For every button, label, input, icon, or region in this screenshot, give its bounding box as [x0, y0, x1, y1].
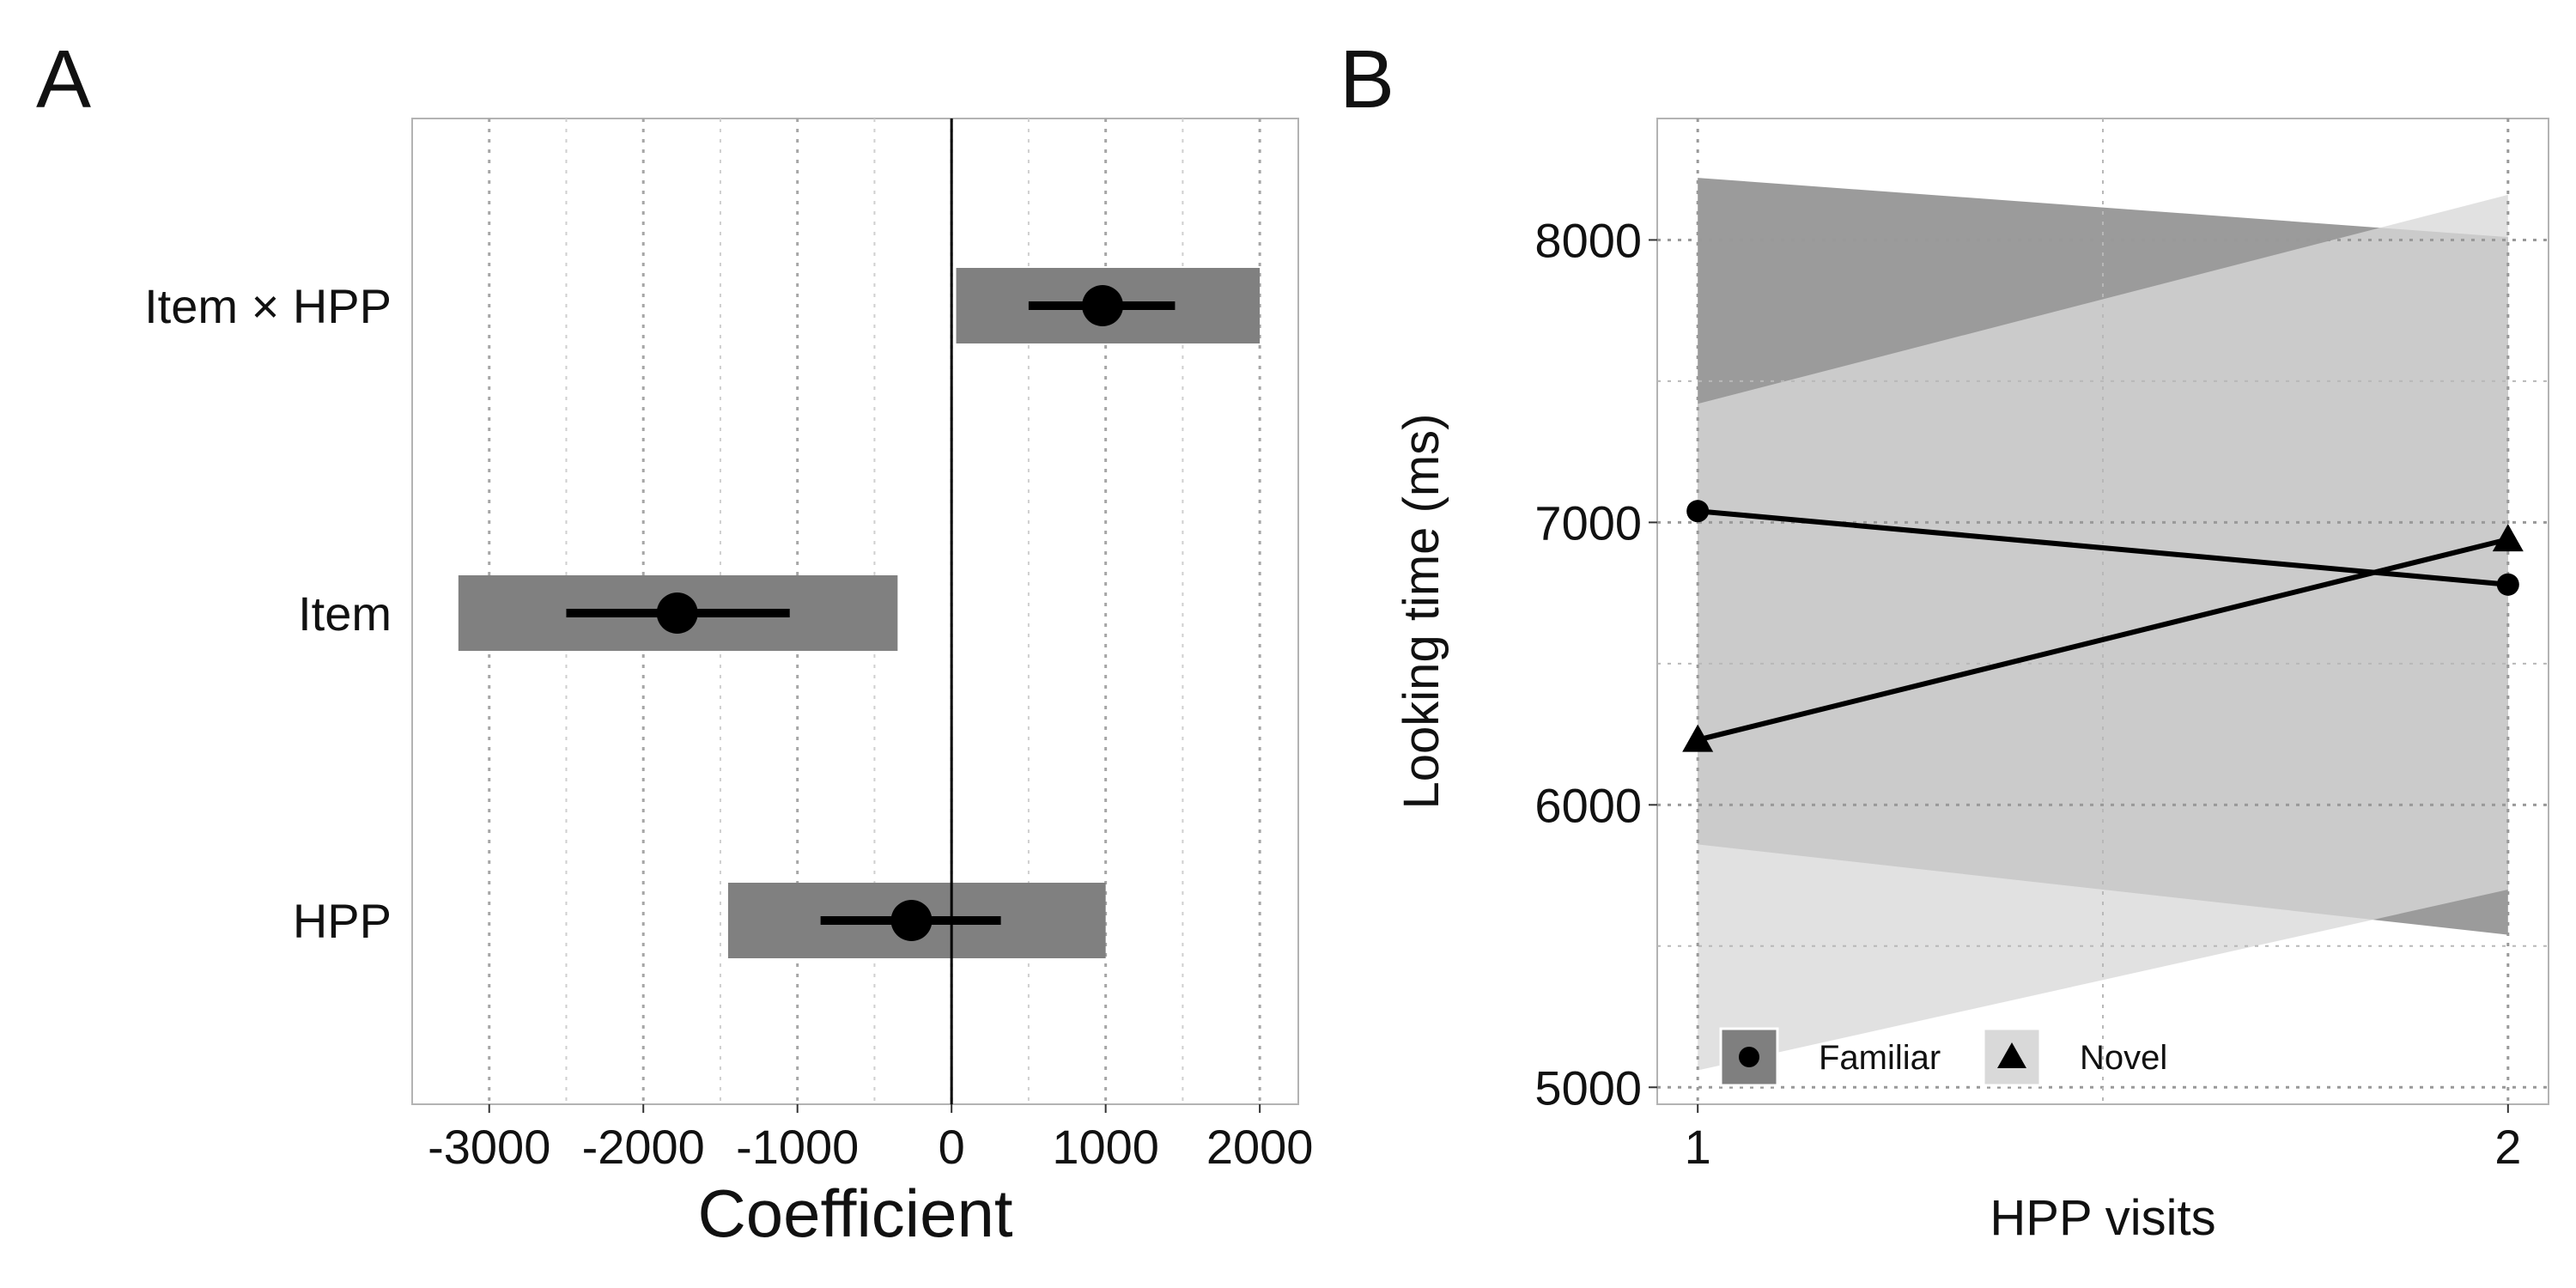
panel-b-legend-label: Novel — [2080, 1039, 2167, 1077]
panel-b-legend-triangle-marker — [1997, 1042, 2026, 1068]
panel-b-letter: B — [1340, 33, 1394, 125]
panel-b-point-novel — [2492, 524, 2524, 552]
panel-a-x-tick-label: -3000 — [428, 1120, 550, 1174]
panel-b-ribbon-novel — [1698, 194, 2508, 1071]
panel-b-y-tick-label: 8000 — [1534, 213, 1642, 267]
panel-b-confidence-ribbons — [1698, 178, 2508, 1071]
panel-a-x-tick-label: 0 — [939, 1120, 965, 1174]
panel-a-x-tick-label: -2000 — [582, 1120, 705, 1174]
panel-a-category-label: HPP — [293, 894, 392, 948]
panel-b-y-tick-label: 5000 — [1534, 1060, 1642, 1115]
panel-a-x-axis-title: Coefficient — [697, 1176, 1012, 1251]
panel-b-y-axis-title: Looking time (ms) — [1394, 414, 1449, 810]
panel-b-legend-label: Familiar — [1819, 1039, 1941, 1077]
panel-a-estimates — [656, 285, 1124, 941]
panel-b-y-tick-label: 6000 — [1534, 778, 1642, 832]
panel-b-y-tick-label: 7000 — [1534, 495, 1642, 550]
panel-b-legend: Familiar Novel — [1719, 1027, 2167, 1087]
panel-a-letter: A — [36, 33, 91, 125]
panel-b-markers — [1682, 500, 2524, 752]
panel-a-x-tick-label: 1000 — [1052, 1120, 1159, 1174]
panel-a: A Item × HPP Item HPP -3000 -2000 -1000 0 1000… — [36, 33, 1313, 1251]
panel-a-estimate-point — [890, 900, 933, 941]
panel-a-x-tick-label: 2000 — [1206, 1120, 1314, 1174]
panel-b-line-novel — [1697, 537, 2509, 743]
panel-a-category-label: Item × HPP — [144, 279, 392, 333]
panel-a-x-tick-labels: -3000 -2000 -1000 0 1000 2000 — [428, 1104, 1313, 1174]
panel-a-category-label: Item — [298, 586, 392, 641]
panel-a-x-tick-label: -1000 — [736, 1120, 859, 1174]
panel-b-point-familiar — [2496, 573, 2519, 596]
panel-b-point-familiar — [1686, 500, 1710, 523]
panel-b-x-tick-label: 1 — [1685, 1120, 1711, 1174]
panel-a-estimate-point — [656, 592, 698, 634]
panel-b-gridlines — [1657, 118, 2549, 1104]
panel-b-legend-circle-marker — [1739, 1047, 1759, 1067]
panel-a-estimate-point — [1082, 285, 1124, 326]
panel-b-series-lines — [1697, 508, 2509, 743]
panel-b-x-tick-label: 2 — [2494, 1120, 2521, 1174]
panel-b-x-axis-title: HPP visits — [1990, 1190, 2215, 1246]
panel-a-category-labels: Item × HPP Item HPP — [144, 279, 392, 948]
panel-a-interval-bands — [458, 268, 1261, 958]
panel-b-y-tick-labels: 5000 6000 7000 8000 — [1534, 213, 1657, 1115]
panel-b-point-novel — [1682, 724, 1714, 752]
